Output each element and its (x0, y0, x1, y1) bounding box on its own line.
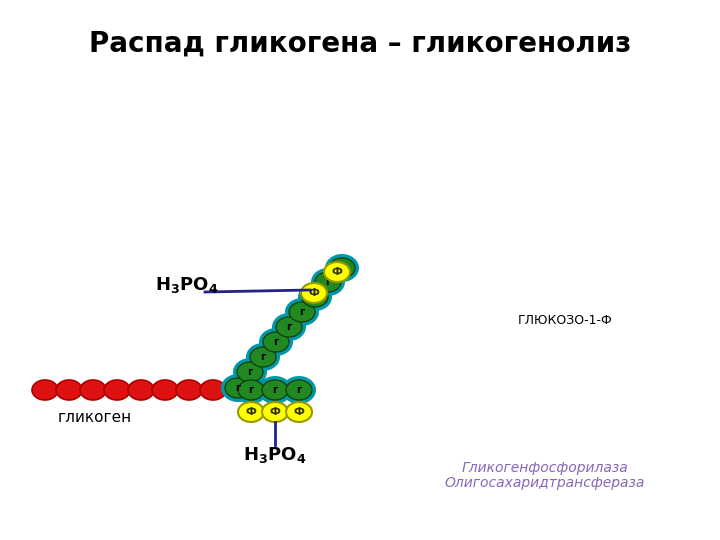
Text: г: г (287, 322, 292, 332)
Ellipse shape (286, 380, 312, 400)
Text: г: г (248, 385, 253, 395)
Ellipse shape (276, 317, 302, 337)
Ellipse shape (329, 258, 355, 278)
Ellipse shape (262, 380, 288, 400)
Ellipse shape (324, 262, 350, 282)
Text: Гликогенфосфорилаза: Гликогенфосфорилаза (462, 461, 629, 475)
Ellipse shape (225, 378, 251, 398)
Ellipse shape (237, 362, 263, 382)
Text: ГЛЮКОЗО-1-Ф: ГЛЮКОЗО-1-Ф (518, 314, 613, 327)
Ellipse shape (301, 283, 327, 303)
Ellipse shape (200, 380, 226, 400)
Text: Ф: Ф (246, 407, 256, 417)
Ellipse shape (234, 376, 268, 404)
Ellipse shape (285, 298, 319, 326)
Ellipse shape (263, 332, 289, 352)
Ellipse shape (176, 380, 202, 400)
Text: Ф: Ф (332, 267, 343, 277)
Ellipse shape (32, 380, 58, 400)
Text: г: г (261, 352, 266, 362)
Ellipse shape (298, 283, 332, 311)
Ellipse shape (259, 328, 293, 356)
Ellipse shape (80, 380, 106, 400)
Text: Ф: Ф (269, 407, 280, 417)
Ellipse shape (282, 376, 316, 404)
Ellipse shape (238, 380, 264, 400)
Text: г: г (235, 383, 240, 393)
Text: Ф: Ф (309, 288, 320, 298)
Text: гликоген: гликоген (58, 410, 132, 425)
Ellipse shape (258, 376, 292, 404)
Text: г: г (297, 385, 302, 395)
Ellipse shape (246, 343, 280, 371)
Ellipse shape (262, 402, 288, 422)
Ellipse shape (238, 402, 264, 422)
Ellipse shape (286, 402, 312, 422)
Text: г: г (272, 385, 278, 395)
Text: г: г (300, 307, 305, 317)
Text: г: г (339, 263, 345, 273)
Text: г: г (248, 367, 253, 377)
Ellipse shape (56, 380, 82, 400)
Text: Ф: Ф (294, 407, 305, 417)
Ellipse shape (152, 380, 178, 400)
Ellipse shape (104, 380, 130, 400)
Text: Распад гликогена – гликогенолиз: Распад гликогена – гликогенолиз (89, 30, 631, 58)
Ellipse shape (302, 287, 328, 307)
Text: $\mathbf{H_3PO_4}$: $\mathbf{H_3PO_4}$ (243, 445, 307, 465)
Text: $\mathbf{H_3PO_4}$: $\mathbf{H_3PO_4}$ (156, 275, 219, 295)
Ellipse shape (128, 380, 154, 400)
Ellipse shape (221, 374, 255, 402)
Ellipse shape (233, 358, 267, 386)
Text: Олигосахаридтрансфераза: Олигосахаридтрансфераза (445, 476, 645, 490)
Ellipse shape (250, 347, 276, 367)
Ellipse shape (224, 380, 250, 400)
Text: г: г (312, 292, 318, 302)
Ellipse shape (272, 313, 306, 341)
Ellipse shape (289, 302, 315, 322)
Ellipse shape (311, 268, 345, 296)
Text: г: г (325, 277, 330, 287)
Ellipse shape (325, 254, 359, 282)
Ellipse shape (315, 272, 341, 292)
Text: г: г (274, 337, 279, 347)
